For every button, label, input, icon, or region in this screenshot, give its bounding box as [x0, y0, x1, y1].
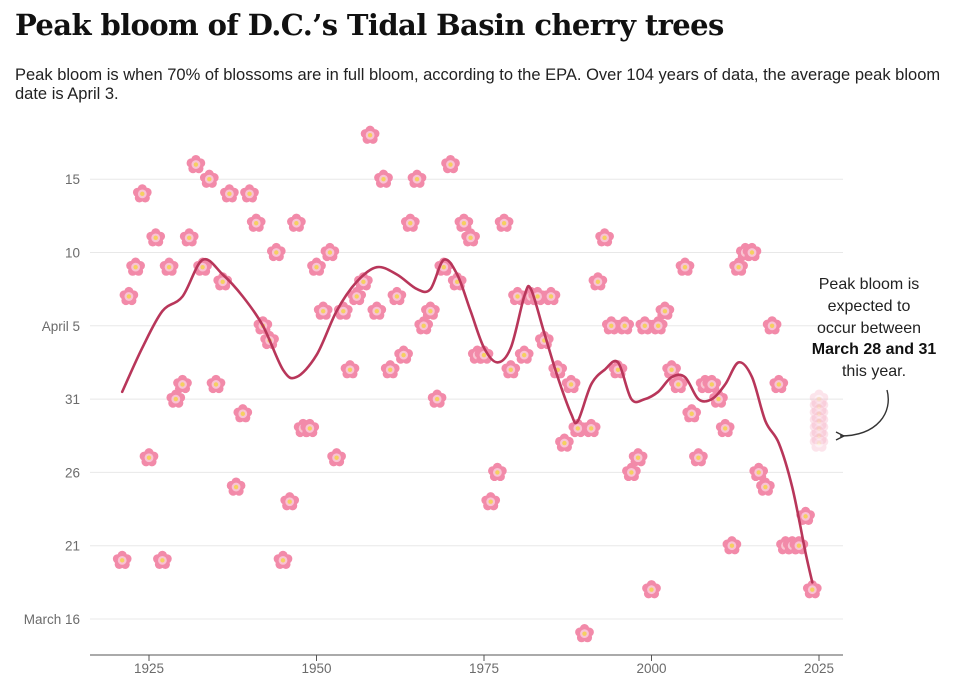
bloom-point	[494, 213, 514, 232]
bloom-point	[541, 286, 561, 306]
bloom-point	[575, 624, 594, 643]
bloom-point	[360, 125, 380, 144]
bloom-point	[186, 154, 206, 174]
trend-line	[120, 257, 814, 584]
bloom-point	[287, 213, 306, 232]
x-tick-label: 1975	[469, 661, 499, 676]
y-axis: March 16 21 26 31 April 5 10 15	[24, 172, 80, 627]
bloom-point	[622, 462, 641, 482]
bloom-point	[769, 374, 789, 394]
bloom-point	[421, 301, 440, 320]
bloom-point	[655, 301, 675, 320]
annotation-line-1: Peak bloom is	[819, 276, 920, 293]
bloom-point	[374, 169, 393, 188]
chart-title: Peak bloom of D.C.’s Tidal Basin cherry …	[15, 8, 724, 42]
bloom-point	[220, 184, 239, 203]
bloom-point	[615, 316, 635, 335]
bloom-point	[461, 228, 480, 247]
bloom-point	[112, 550, 132, 570]
bloom-point	[119, 286, 139, 306]
annotation-line-3: occur between	[817, 320, 921, 337]
bloom-point	[320, 242, 340, 262]
bloom-point	[387, 286, 407, 306]
bloom-point	[689, 448, 708, 467]
bloom-point	[240, 184, 259, 203]
faded-blossom-icon	[809, 389, 829, 408]
bloom-point	[206, 374, 226, 394]
x-tick-label: 2000	[636, 661, 666, 676]
x-tick-label: 1950	[301, 661, 331, 676]
bloom-point	[648, 316, 668, 335]
curved-arrow-icon	[840, 389, 889, 436]
y-tick-label: April 5	[42, 319, 80, 334]
bloom-point	[226, 477, 246, 496]
bloom-point	[266, 242, 286, 262]
bloom-point	[762, 316, 782, 335]
forecast-markers	[809, 389, 829, 452]
bloom-point	[280, 492, 300, 511]
bloom-point	[173, 374, 192, 394]
bloom-point	[561, 374, 581, 394]
bloom-point	[233, 404, 253, 423]
y-tick-label: 31	[65, 392, 80, 407]
bloom-point	[729, 257, 748, 276]
bloom-point	[675, 257, 695, 276]
bloom-point	[628, 448, 648, 467]
bloom-point	[501, 360, 521, 379]
bloom-point	[400, 213, 420, 232]
bloom-point	[407, 169, 427, 188]
bloom-point	[488, 462, 507, 482]
bloom-point	[327, 448, 346, 467]
bloom-point	[159, 257, 179, 276]
bloom-point	[153, 550, 172, 570]
bloom-point	[514, 345, 534, 364]
bloom-point	[414, 316, 434, 335]
bloom-point	[715, 418, 735, 438]
bloom-point	[146, 228, 166, 247]
bloom-point	[581, 418, 601, 438]
bloom-point	[132, 184, 152, 203]
y-tick-label: 26	[65, 465, 80, 480]
bloom-point	[273, 550, 293, 570]
bloom-point	[246, 213, 266, 232]
bloom-points	[112, 125, 822, 643]
bloom-point	[307, 257, 326, 276]
annotation-line-2: expected to	[828, 298, 911, 315]
x-tick-label: 1925	[134, 661, 164, 676]
bloom-point	[588, 272, 608, 291]
bloom-point	[756, 477, 775, 496]
bloom-point	[595, 228, 614, 247]
bloom-point	[682, 404, 702, 423]
bloom-point	[199, 169, 219, 188]
bloom-point	[139, 448, 159, 467]
y-tick-label: 15	[65, 172, 80, 187]
annotation-line-5: this year.	[842, 363, 906, 380]
bloom-point	[126, 257, 145, 276]
bloom-point	[481, 492, 501, 511]
bloom-point	[313, 301, 333, 320]
y-tick-label: March 16	[24, 612, 80, 627]
bloom-point	[722, 536, 742, 555]
bloom-point	[166, 389, 186, 408]
forecast-annotation: Peak bloom is expected to occur between …	[812, 276, 937, 436]
bloom-point	[394, 345, 413, 364]
trend-line-path	[120, 257, 814, 584]
bloom-point	[427, 389, 447, 408]
bloom-point	[380, 360, 400, 379]
bloom-point	[555, 433, 574, 452]
x-tick-label: 2025	[804, 661, 834, 676]
bloom-point	[179, 228, 199, 247]
x-axis: 1925 1950 1975 2000 2025	[90, 654, 843, 676]
annotation-line-4: March 28 and 31	[812, 341, 937, 358]
bloom-point	[340, 360, 360, 379]
bloom-point	[441, 154, 460, 174]
y-tick-label: 21	[65, 539, 80, 554]
bloom-point	[642, 580, 661, 599]
y-tick-label: 10	[65, 246, 80, 261]
bloom-point	[367, 301, 387, 320]
chart-subtitle: Peak bloom is when 70% of blossoms are i…	[15, 66, 941, 103]
